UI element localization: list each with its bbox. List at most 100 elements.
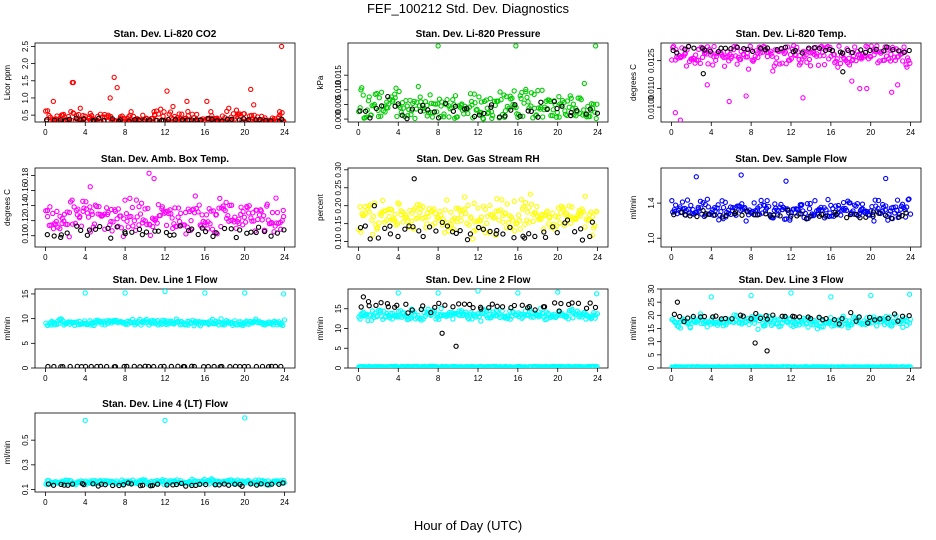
data-point-magenta: [44, 207, 51, 214]
x-tick-label: 8: [436, 128, 441, 137]
outlier-point-magenta: [726, 98, 732, 105]
data-point-yellow: [516, 217, 523, 224]
outlier-point-red: [87, 110, 93, 117]
data-point-black: [685, 315, 691, 321]
y-tick-label: 10: [647, 337, 656, 346]
data-point-magenta: [133, 197, 140, 203]
data-point-black: [749, 48, 756, 54]
data-point-black: [713, 313, 719, 319]
outlier-point-blue: [693, 174, 699, 180]
x-tick-label: 8: [123, 374, 128, 383]
outlier-point-cyan: [555, 289, 561, 295]
data-point-magenta: [115, 206, 121, 212]
data-point-magenta: [213, 211, 220, 218]
data-point-black: [816, 45, 823, 51]
data-point-black: [257, 116, 263, 122]
data-point-black: [44, 231, 50, 238]
data-point-black: [594, 110, 601, 116]
data-point-black: [690, 313, 696, 320]
outlier-point-black: [764, 348, 770, 354]
data-point-magenta: [126, 213, 132, 220]
data-point-yellow: [579, 206, 585, 212]
y-tick-label: 0.18: [21, 167, 30, 183]
data-point-black: [209, 116, 215, 122]
data-point-black: [687, 213, 693, 219]
data-point-magenta: [248, 215, 254, 221]
data-point-blue: [872, 197, 878, 203]
data-point-magenta: [721, 63, 728, 69]
data-point-magenta: [273, 195, 279, 201]
data-point-yellow: [589, 232, 595, 239]
data-point-yellow: [379, 197, 386, 204]
data-point-black: [671, 212, 677, 218]
data-point-yellow: [502, 210, 508, 217]
data-point-green: [480, 116, 487, 122]
x-tick-label: 8: [749, 128, 754, 137]
data-point-yellow: [494, 196, 500, 202]
data-point-black: [499, 304, 506, 310]
data-point-blue: [850, 208, 856, 214]
data-point-black: [265, 363, 272, 368]
data-point-green: [539, 87, 545, 93]
data-point-black: [64, 230, 70, 236]
data-point-black: [51, 233, 57, 239]
data-point-green: [434, 109, 440, 115]
y-tick-label: 0.1: [21, 483, 30, 495]
y-axis-label: kPa: [316, 75, 325, 89]
outlier-point-red: [107, 95, 113, 101]
y-axis-label: Licor ppm: [3, 65, 12, 100]
data-point-black: [120, 482, 127, 488]
data-point-green: [398, 109, 404, 116]
outlier-point-black: [752, 340, 758, 346]
data-point-magenta: [888, 51, 894, 57]
x-tick-label: 4: [83, 374, 88, 383]
data-point-yellow: [420, 204, 426, 210]
outlier-point-black: [453, 343, 459, 349]
data-point-black: [178, 480, 185, 487]
outlier-point-red: [278, 43, 285, 50]
y-tick-label: 0.5: [21, 434, 30, 446]
data-point-black: [853, 211, 860, 218]
data-point-green: [394, 113, 400, 119]
data-point-black: [700, 207, 706, 214]
data-point-black: [461, 301, 468, 307]
data-point-magenta: [846, 62, 853, 68]
x-tick-label: 16: [826, 374, 835, 383]
outlier-point-black: [360, 294, 367, 300]
y-axis-label: ml/min: [316, 317, 325, 341]
data-point-yellow: [424, 221, 430, 227]
data-point-yellow: [589, 214, 596, 220]
panel-2: Stan. Dev. Li-820 Pressure 0 4 8 12 16 20 24 0.0…: [316, 29, 609, 137]
data-point-red: [140, 112, 146, 118]
outlier-point-red: [70, 79, 76, 86]
data-point-black: [542, 234, 549, 241]
data-point-black: [92, 226, 99, 232]
data-point-magenta: [129, 204, 136, 211]
data-point-black: [272, 363, 279, 368]
data-point-black: [456, 301, 462, 307]
data-point-magenta: [64, 209, 70, 215]
outlier-point-red: [251, 102, 257, 108]
data-point-black: [274, 230, 281, 236]
data-point-black: [866, 314, 873, 321]
data-point-magenta: [145, 205, 151, 212]
data-point-yellow: [487, 202, 493, 209]
data-point-yellow: [448, 209, 454, 215]
data-point-black: [705, 211, 712, 217]
data-point-yellow: [453, 205, 459, 211]
data-point-magenta: [239, 222, 246, 228]
data-point-black: [143, 229, 150, 235]
data-point-black: [681, 318, 687, 325]
data-point-yellow: [520, 204, 527, 210]
data-point-magenta: [150, 223, 156, 230]
data-point-magenta: [47, 204, 53, 210]
data-point-magenta: [242, 219, 249, 225]
outlier-point-cyan: [395, 290, 401, 296]
data-point-green: [489, 115, 495, 122]
data-point-black: [139, 231, 145, 238]
y-axis-label: degrees C: [629, 64, 638, 101]
data-point-red: [65, 113, 72, 120]
outlier-point-black: [385, 304, 391, 310]
data-point-black: [744, 46, 751, 53]
